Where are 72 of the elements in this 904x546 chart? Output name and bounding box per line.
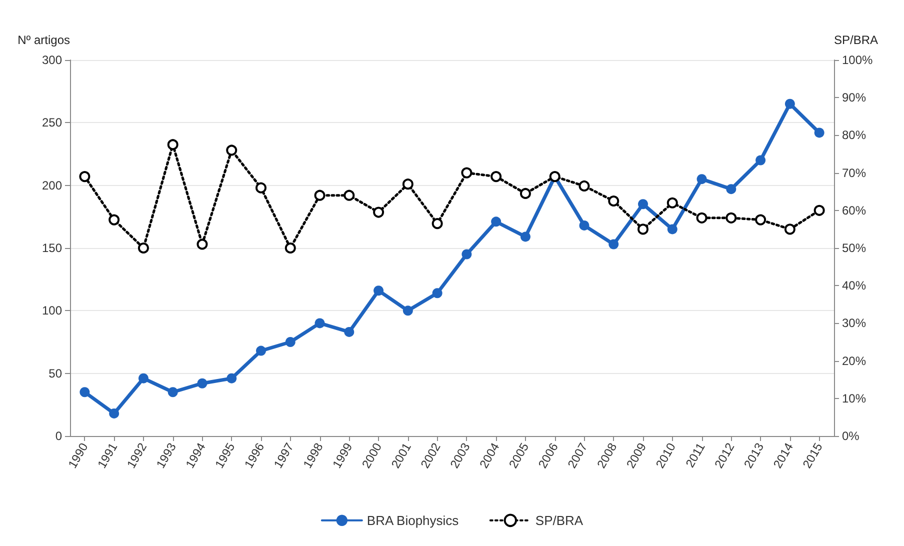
point: [814, 204, 825, 216]
point: [666, 197, 678, 208]
y2-axis-title: SP/BRA: [834, 33, 878, 47]
y2-tick-label: 60%: [842, 203, 866, 218]
point: [432, 288, 442, 298]
point: [402, 178, 414, 190]
point: [491, 216, 502, 227]
y-tick-label: 0: [55, 429, 62, 443]
point: [814, 128, 824, 138]
y2-tick-label: 30%: [842, 316, 866, 330]
point: [726, 212, 737, 224]
point: [196, 238, 208, 250]
point: [579, 220, 590, 230]
y-tick-label: 50: [48, 366, 62, 380]
point: [696, 212, 708, 224]
point: [373, 206, 384, 218]
y-tick-label: 150: [42, 241, 62, 255]
point: [461, 167, 472, 178]
point: [432, 218, 443, 230]
y-tick-label: 250: [42, 116, 62, 130]
legend-label: BRA Biophysics: [366, 512, 460, 528]
point: [755, 214, 766, 226]
y-tick-label: 100: [42, 304, 62, 318]
point: [726, 184, 736, 194]
y-tick-label: 200: [42, 178, 62, 192]
point: [314, 318, 325, 328]
point: [314, 190, 326, 201]
y2-tick-label: 50%: [842, 241, 866, 255]
point: [638, 224, 648, 235]
point: [138, 373, 148, 384]
point: [109, 408, 120, 418]
point: [402, 306, 413, 316]
point: [80, 387, 90, 398]
point: [578, 180, 590, 192]
y2-tick-label: 90%: [842, 90, 866, 105]
point: [638, 199, 648, 210]
point: [696, 174, 707, 184]
point: [490, 171, 502, 182]
y-tick-label: 300: [42, 53, 62, 67]
point: [168, 387, 178, 398]
legend-label: SP/BRA: [535, 512, 584, 528]
point: [520, 232, 530, 242]
point: [138, 242, 149, 254]
point: [197, 378, 208, 388]
point: [79, 171, 90, 182]
point: [226, 373, 237, 384]
point: [108, 214, 120, 226]
point: [284, 242, 296, 254]
point: [667, 224, 678, 234]
y2-tick-label: 70%: [842, 166, 866, 180]
point: [167, 139, 178, 150]
point: [226, 144, 238, 156]
y2-tick-label: 40%: [842, 278, 866, 293]
point: [784, 98, 795, 109]
point: [256, 182, 266, 194]
y2-tick-label: 20%: [842, 354, 866, 368]
point: [344, 190, 355, 201]
point: [756, 155, 766, 166]
point: [344, 326, 354, 337]
point: [784, 224, 796, 235]
point: [285, 337, 296, 347]
point: [256, 346, 266, 356]
y2-tick-label: 10%: [842, 391, 866, 406]
point: [462, 249, 472, 260]
y-axis-title: Nº artigos: [18, 33, 70, 47]
point: [520, 188, 531, 199]
point: [608, 239, 619, 250]
y2-tick-label: 0%: [842, 429, 860, 443]
y2-tick-label: 80%: [842, 128, 866, 142]
point: [608, 196, 620, 206]
point: [374, 286, 384, 296]
y2-tick-label: 100%: [842, 53, 874, 67]
